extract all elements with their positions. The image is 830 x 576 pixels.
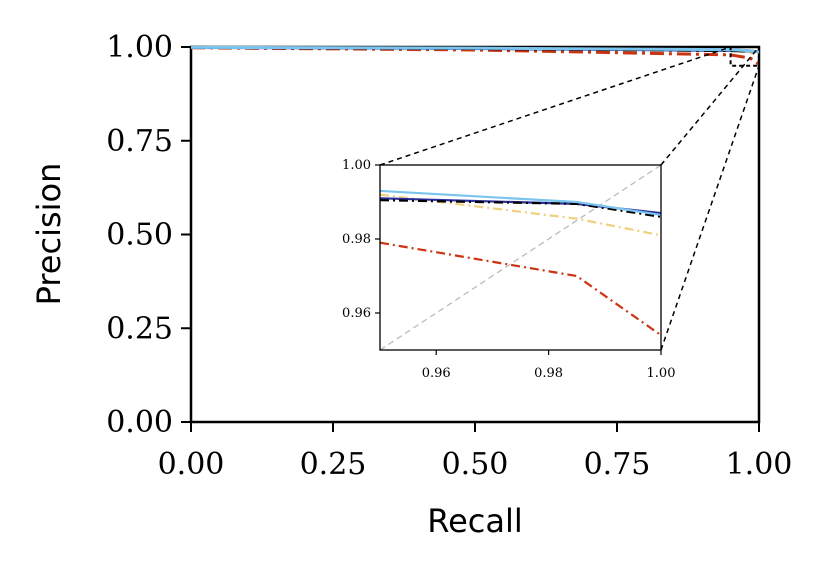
inset-series-line [380,241,661,337]
inset-zoom-axes: 0.96 0.98 1.00 0.96 0.98 1.00 [342,158,675,381]
inset-series-line [380,189,661,217]
zoom-indicator [379,46,760,351]
zoom-connector [660,46,760,166]
inset-x-tick-label: 1.00 [647,366,676,381]
x-tick-label: 1.00 [726,447,793,482]
main-axes: 0.00 0.25 0.50 0.75 1.00 0.00 0.25 0.50 0.75 1.00 [106,30,792,482]
inset-series-line [380,193,661,237]
zoom-connector [379,46,731,166]
x-tick-label: 0.25 [300,447,367,482]
inset-x-tick-label: 0.96 [422,366,451,381]
y-tick-label: 0.75 [106,124,173,159]
y-tick-label: 0.25 [106,311,173,346]
main-series-group [190,45,760,66]
zoom-connector [660,65,760,351]
inset-y-tick-label: 0.96 [342,306,371,321]
x-tick-label: 0.75 [584,447,651,482]
inset-x-tick-label: 0.98 [534,366,563,381]
inset-diagonal-line [380,165,661,350]
x-tick-label: 0.00 [158,447,225,482]
y-tick-label: 0.00 [106,405,173,440]
y-tick-label: 0.50 [106,218,173,253]
x-axis-title: Recall [427,502,522,540]
zoom-region-rect [729,46,760,67]
inset-y-tick-label: 1.00 [342,158,371,173]
x-tick-label: 0.50 [442,447,509,482]
y-axis-title: Precision [30,163,68,306]
inset-series-line [380,199,661,218]
inset-y-tick-label: 0.98 [342,232,371,247]
inset-frame [379,164,662,351]
y-tick-label: 1.00 [106,30,173,65]
